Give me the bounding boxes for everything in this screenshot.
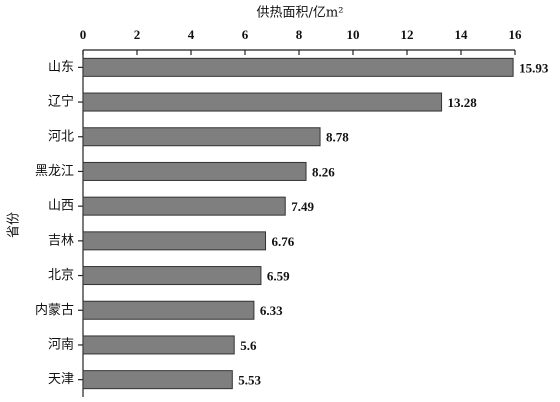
y-tick-label: 天津 (48, 372, 74, 387)
bar (82, 300, 255, 320)
bar (82, 57, 514, 77)
value-label: 6.59 (267, 269, 290, 284)
value-label: 7.49 (291, 199, 314, 214)
x-tick-label: 10 (347, 27, 360, 42)
value-label: 8.78 (326, 130, 349, 145)
x-axis-title: 供热面积/亿m² (257, 6, 344, 21)
y-tick-label: 山西 (48, 199, 74, 214)
value-label: 5.53 (238, 373, 261, 388)
bar (82, 266, 262, 286)
bar (82, 231, 267, 251)
bar (82, 196, 286, 216)
value-label: 8.26 (312, 164, 335, 179)
x-tick-label: 0 (80, 27, 87, 42)
value-label: 6.76 (272, 234, 295, 249)
x-tick-label: 14 (455, 27, 469, 42)
x-tick-label: 4 (188, 27, 195, 42)
x-tick-label: 6 (242, 27, 249, 42)
y-tick-label: 河南 (48, 336, 74, 352)
bar (82, 370, 233, 390)
x-tick-label: 12 (401, 27, 414, 42)
x-tick-label: 8 (296, 27, 303, 42)
bar (82, 335, 235, 355)
bar (82, 127, 321, 147)
value-label: 13.28 (448, 95, 478, 110)
y-tick-label: 辽宁 (48, 94, 74, 110)
y-tick-label: 河北 (48, 129, 74, 144)
y-tick-label: 内蒙古 (35, 302, 74, 318)
value-label: 6.33 (260, 303, 283, 318)
value-label: 15.93 (519, 60, 549, 75)
y-tick-label: 吉林 (48, 233, 74, 248)
x-tick-label: 16 (509, 27, 523, 42)
y-tick-label: 黑龙江 (35, 164, 74, 179)
value-label: 5.6 (240, 338, 257, 353)
y-tick-label: 北京 (48, 268, 74, 283)
bar (82, 161, 307, 181)
bar (82, 92, 443, 112)
y-tick-label: 山东 (48, 60, 74, 75)
x-tick-label: 2 (134, 27, 141, 42)
y-axis-title: 省份 (7, 212, 22, 238)
